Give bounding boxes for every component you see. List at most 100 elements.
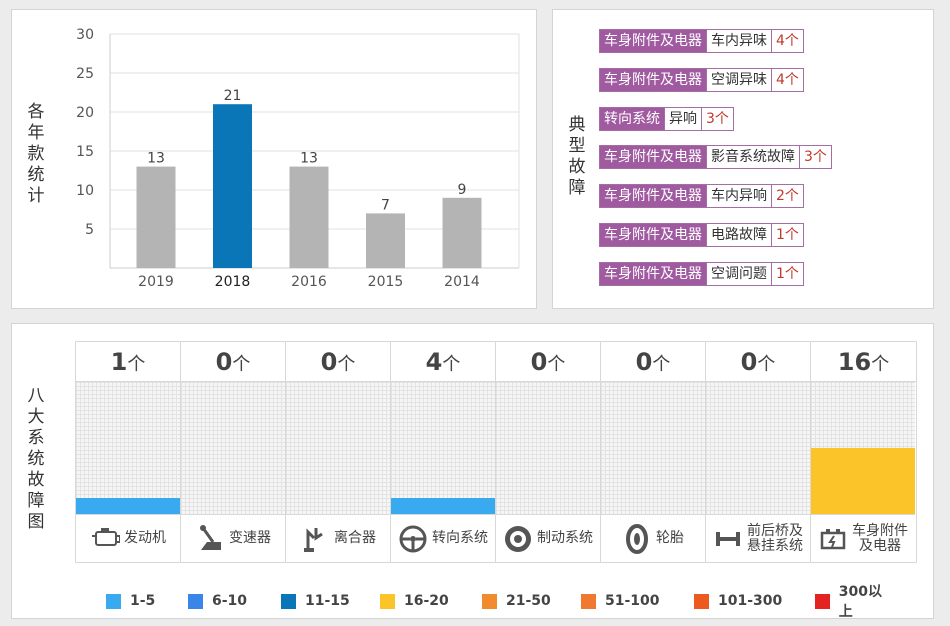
- fault-category-tag: 车身附件及电器: [599, 184, 707, 209]
- fault-item[interactable]: 车身附件及电器 空调问题 1个: [599, 261, 804, 286]
- system-column[interactable]: 1个发动机: [76, 342, 181, 562]
- system-label: 车身附件 及电器: [811, 514, 915, 562]
- system-column[interactable]: 16个车身附件 及电器: [811, 342, 916, 562]
- count-number: 0: [215, 348, 233, 376]
- x-tick-label: 2014: [444, 274, 480, 290]
- fault-category-tag: 车身附件及电器: [599, 223, 707, 247]
- x-tick-label: 2015: [368, 274, 404, 290]
- system-name: 车身附件 及电器: [852, 522, 908, 554]
- system-name: 变速器: [229, 530, 271, 546]
- count-number: 0: [320, 348, 338, 376]
- system-column[interactable]: 0个 制动系统: [496, 342, 601, 562]
- system-name: 转向系统: [432, 530, 488, 546]
- system-column[interactable]: 4个转向系统: [391, 342, 496, 562]
- fault-item[interactable]: 车身附件及电器 影音系统故障 3个: [599, 145, 832, 170]
- system-column[interactable]: 0个变速器: [181, 342, 286, 562]
- system-name: 离合器: [334, 530, 376, 546]
- clutch-icon: [300, 524, 334, 554]
- fault-item[interactable]: 车身附件及电器 电路故障 1个: [599, 223, 804, 247]
- yearly-bar-chart: 5 10 15 20 25 30 13 2019 21 2018 13 2016 7 2015 9 2014: [76, 27, 520, 290]
- bar[interactable]: [366, 213, 405, 268]
- system-fault-count: 0个: [601, 342, 705, 382]
- x-tick-label: 2016: [291, 274, 327, 290]
- system-column[interactable]: 0个离合器: [286, 342, 391, 562]
- count-number: 0: [530, 348, 548, 376]
- system-bar-area: [496, 382, 600, 514]
- legend-swatch: [380, 593, 395, 609]
- count-unit: 个: [871, 354, 890, 375]
- yearly-stats-title: 各年款统计: [27, 102, 45, 206]
- system-fault-count: 0个: [286, 342, 390, 382]
- bar[interactable]: [213, 104, 252, 268]
- count-number: 16: [837, 348, 872, 376]
- steering-wheel-icon: [398, 524, 432, 554]
- system-fault-count: 16个: [811, 342, 916, 382]
- legend-item: 21-50: [482, 581, 581, 621]
- fault-name-tag: 异响: [665, 106, 702, 131]
- system-fault-grid: 1个 发动机 0个 变速器 0个 离合器 4个 转向系统 0个 制动系统 0个 轮胎 0个 前后桥及 悬挂系…: [75, 341, 917, 563]
- fault-count-tag: 2个: [772, 184, 804, 209]
- fault-name-tag: 车内异味: [707, 29, 772, 53]
- fault-category-tag: 转向系统: [599, 106, 665, 131]
- system-bar-area: [286, 382, 390, 514]
- fault-item[interactable]: 车身附件及电器 车内异味 4个: [599, 29, 804, 53]
- bar-value-label: 13: [300, 151, 318, 167]
- system-label: 转向系统: [391, 514, 495, 562]
- bar[interactable]: [136, 166, 176, 268]
- legend-item: 1-5: [106, 581, 188, 621]
- y-tick-label: 5: [85, 222, 94, 238]
- system-faults-title: 八大系统故障图: [27, 386, 45, 532]
- system-bar-area: [811, 382, 915, 514]
- system-label: 制动系统: [496, 514, 600, 562]
- legend-label: 1-5: [130, 593, 156, 609]
- bar-value-label: 21: [224, 88, 242, 104]
- count-unit: 个: [757, 354, 776, 375]
- system-column[interactable]: 0个 前后桥及 悬挂系统: [706, 342, 811, 562]
- legend-item: 101-300: [694, 581, 815, 621]
- system-bar-area: [601, 382, 705, 514]
- brake-disc-icon: [503, 524, 537, 554]
- fault-category-tag: 车身附件及电器: [599, 145, 707, 170]
- system-fault-bar: [76, 498, 180, 514]
- legend-label: 16-20: [404, 593, 449, 609]
- legend-item: 6-10: [188, 581, 281, 621]
- legend-swatch: [106, 593, 121, 609]
- system-fault-count: 1个: [76, 342, 180, 382]
- legend-swatch: [581, 593, 596, 609]
- system-label: 轮胎: [601, 514, 705, 562]
- count-unit: 个: [442, 354, 461, 375]
- fault-name-tag: 影音系统故障: [707, 145, 800, 170]
- fault-category-tag: 车身附件及电器: [599, 29, 707, 53]
- system-column[interactable]: 0个轮胎: [601, 342, 706, 562]
- system-label: 发动机: [76, 514, 180, 562]
- bar[interactable]: [442, 197, 482, 268]
- legend-swatch: [482, 593, 497, 609]
- system-bar-area: [391, 382, 495, 514]
- count-number: 4: [425, 348, 443, 376]
- y-tick-label: 15: [76, 144, 94, 160]
- legend-swatch: [694, 593, 709, 609]
- y-tick-label: 10: [76, 183, 94, 199]
- battery-icon: [818, 524, 852, 554]
- bar-value-label: 7: [381, 197, 390, 213]
- system-label: 离合器: [286, 514, 390, 562]
- x-tick-label: 2018: [215, 274, 251, 290]
- x-tick-label: 2019: [138, 274, 174, 290]
- legend-item: 300以上: [815, 581, 895, 621]
- bar-value-label: 9: [458, 182, 467, 198]
- count-number: 0: [635, 348, 653, 376]
- fault-item[interactable]: 车身附件及电器 车内异响 2个: [599, 184, 804, 209]
- legend-label: 11-15: [305, 593, 350, 609]
- system-fault-bar: [811, 448, 915, 514]
- bar-value-label: 13: [147, 151, 165, 167]
- system-fault-count: 4个: [391, 342, 495, 382]
- system-bar-area: [181, 382, 285, 514]
- count-unit: 个: [232, 354, 251, 375]
- y-tick-label: 20: [76, 105, 94, 121]
- axle-suspension-icon: [713, 524, 747, 554]
- fault-count-tag: 1个: [772, 261, 804, 286]
- bar[interactable]: [289, 166, 329, 268]
- fault-item[interactable]: 转向系统 异响 3个: [599, 106, 734, 131]
- system-bar-area: [76, 382, 180, 514]
- fault-item[interactable]: 车身附件及电器 空调异味 4个: [599, 67, 804, 92]
